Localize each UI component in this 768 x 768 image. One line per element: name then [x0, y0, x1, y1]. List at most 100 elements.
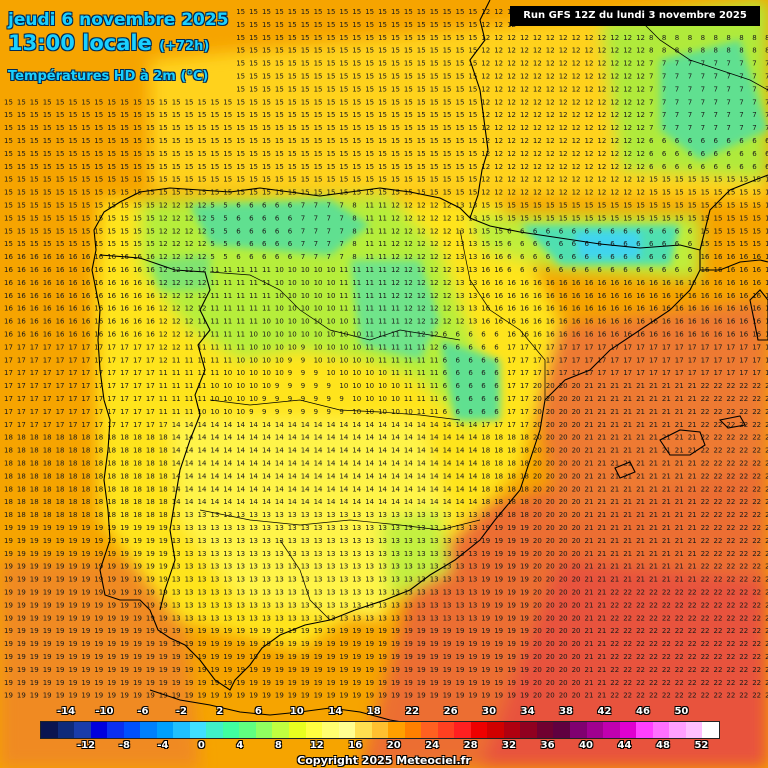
legend-swatch [90, 722, 108, 738]
temperature-value: 17 [533, 369, 542, 377]
temperature-value: 19 [507, 589, 516, 597]
temperature-value: 17 [56, 408, 65, 416]
temperature-value: 15 [546, 214, 555, 222]
temperature-value: 13 [417, 537, 426, 545]
temperature-value: 19 [56, 589, 65, 597]
temperature-value: 13 [301, 614, 310, 622]
temperature-value: 22 [726, 653, 735, 661]
temperature-value: 14 [404, 498, 413, 506]
temperature-value: 15 [378, 163, 387, 171]
temperature-value: 18 [507, 434, 516, 442]
temperature-value: 15 [172, 150, 181, 158]
temperature-value: 15 [56, 150, 65, 158]
temperature-value: 14 [352, 472, 361, 480]
temperature-value: 15 [430, 124, 439, 132]
temperature-value: 7 [675, 98, 679, 106]
temperature-value: 19 [468, 692, 477, 700]
temperature-value: 22 [765, 524, 768, 532]
temperature-value: 15 [301, 137, 310, 145]
temperature-value: 15 [391, 73, 400, 81]
temperature-value: 19 [327, 640, 336, 648]
temperature-value: 13 [314, 511, 323, 519]
temperature-value: 18 [507, 472, 516, 480]
temperature-value: 14 [456, 434, 465, 442]
temperature-value: 15 [4, 214, 13, 222]
temperature-value: 21 [597, 589, 606, 597]
temperature-value: 12 [185, 266, 194, 274]
temperature-value: 6 [481, 382, 486, 390]
temperature-value: 17 [726, 369, 735, 377]
temperature-value: 19 [443, 679, 452, 687]
temperature-value: 16 [765, 318, 768, 326]
temperature-value: 12 [533, 150, 542, 158]
temperature-value: 22 [714, 524, 723, 532]
temperature-value: 16 [739, 292, 748, 300]
temperature-value: 5 [210, 240, 214, 248]
temperature-value: 20 [546, 511, 555, 519]
temperature-value: 14 [443, 498, 452, 506]
temperature-value: 14 [456, 485, 465, 493]
temperature-value: 12 [533, 163, 542, 171]
temperature-value: 10 [339, 331, 348, 339]
temperature-value: 11 [365, 318, 374, 326]
legend-swatch [57, 722, 75, 738]
temperature-value: 6 [649, 137, 654, 145]
temperature-value: 16 [43, 331, 52, 339]
temperature-value: 19 [120, 614, 129, 622]
temperature-value: 15 [288, 8, 297, 16]
temperature-value: 13 [288, 614, 297, 622]
temperature-value: 17 [107, 421, 116, 429]
temperature-value: 12 [623, 163, 632, 171]
temperature-value: 15 [765, 176, 768, 184]
temperature-value: 22 [675, 614, 684, 622]
temperature-value: 12 [520, 111, 529, 119]
temperature-value: 19 [146, 576, 155, 584]
temperature-value: 14 [210, 498, 219, 506]
temperature-value: 18 [146, 472, 155, 480]
temperature-value: 18 [30, 472, 39, 480]
temperature-value: 22 [714, 382, 723, 390]
temperature-value: 16 [585, 292, 594, 300]
temperature-value: 16 [120, 292, 129, 300]
temperature-value: 21 [585, 498, 594, 506]
temperature-value: 16 [623, 318, 632, 326]
temperature-value: 12 [636, 176, 645, 184]
temperature-value: 20 [533, 692, 542, 700]
temperature-value: 11 [210, 305, 219, 313]
temperature-value: 14 [172, 421, 181, 429]
temperature-value: 7 [675, 73, 679, 81]
temperature-value: 15 [159, 137, 168, 145]
temperature-value: 6 [494, 408, 499, 416]
temperature-value: 15 [468, 124, 477, 132]
cold-central [350, 260, 440, 360]
temperature-value: 19 [17, 679, 26, 687]
temperature-value: 19 [481, 589, 490, 597]
temperature-value: 8 [726, 34, 730, 42]
temperature-value: 13 [223, 524, 232, 532]
temperature-value: 16 [559, 305, 568, 313]
temperature-value: 6 [456, 395, 461, 403]
temperature-value: 19 [159, 550, 168, 558]
temperature-value: 22 [662, 627, 671, 635]
temperature-value: 22 [714, 601, 723, 609]
temperature-value: 15 [275, 21, 284, 29]
temperature-value: 15 [236, 73, 245, 81]
temperature-value: 15 [430, 189, 439, 197]
temperature-value: 9 [339, 395, 343, 403]
temperature-value: 17 [94, 382, 103, 390]
temperature-value: 15 [43, 176, 52, 184]
temperature-value: 17 [43, 395, 52, 403]
temperature-value: 20 [559, 408, 568, 416]
temperature-value: 11 [249, 305, 258, 313]
temperature-value: 19 [417, 679, 426, 687]
temperature-value: 12 [533, 111, 542, 119]
temperature-value: 13 [275, 614, 284, 622]
temperature-value: 16 [81, 331, 90, 339]
temperature-value: 15 [249, 189, 258, 197]
temperature-value: 15 [739, 189, 748, 197]
temperature-value: 15 [301, 176, 310, 184]
temperature-value: 16 [146, 253, 155, 261]
temperature-value: 20 [546, 589, 555, 597]
temperature-value: 18 [56, 485, 65, 493]
temperature-value: 12 [172, 240, 181, 248]
